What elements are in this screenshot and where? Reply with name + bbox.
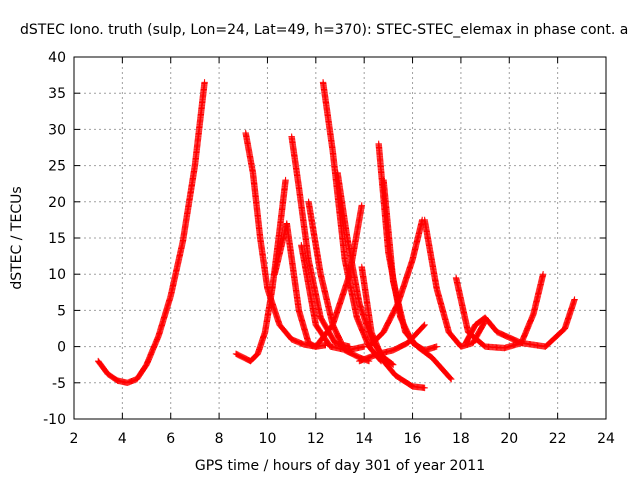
data-point [420,322,428,329]
data-point [433,343,440,350]
x-tick-label: 14 [355,431,373,447]
series-7 [298,242,368,354]
data-point [448,375,455,383]
data-points [94,79,578,392]
data-point [358,202,365,209]
x-ticks: 2 4 6 8 10 12 14 16 18 20 22 24 [70,57,615,447]
y-tick-label: -5 [52,376,66,392]
series-5 [288,133,353,350]
y-axis-label: dSTEC / TECUs [9,186,25,289]
x-axis-label: GPS time / hours of day 301 of year 2011 [195,458,485,474]
y-ticks: -10 -5 0 5 10 15 20 25 30 35 40 [43,50,606,428]
series-4 [271,220,329,350]
x-tick-label: 22 [549,431,567,447]
data-point [571,296,578,303]
x-tick-label: 18 [452,431,470,447]
data-point [539,271,547,278]
x-tick-label: 24 [597,431,615,447]
data-point [447,375,454,382]
y-tick-label: 35 [48,86,66,102]
series-10 [312,202,365,350]
series-18 [462,296,578,350]
data-point [282,176,289,184]
series-14 [365,216,426,350]
data-point [421,384,428,392]
y-tick-label: 30 [48,122,66,138]
x-tick-label: 12 [307,431,325,447]
chart-title: dSTEC Iono. truth (sulp, Lon=24, Lat=49,… [20,22,628,38]
x-tick-label: 2 [70,431,79,447]
y-tick-label: -10 [43,412,66,428]
y-tick-label: 25 [48,159,66,175]
y-tick-label: 5 [57,303,66,319]
data-point [201,79,208,86]
series-8 [319,79,385,365]
x-tick-label: 10 [259,431,277,447]
data-point [421,321,428,329]
series-15 [356,321,428,365]
x-tick-label: 20 [500,431,518,447]
x-tick-label: 6 [166,431,175,447]
y-tick-label: 10 [48,267,66,283]
series-6 [305,198,373,365]
x-tick-label: 16 [404,431,422,447]
y-tick-label: 0 [57,340,66,356]
series-1 [94,79,208,386]
x-tick-label: 8 [215,431,224,447]
y-tick-label: 15 [48,231,66,247]
data-point [390,361,397,368]
x-tick-label: 4 [118,431,127,447]
data-point [389,360,396,368]
y-tick-label: 20 [48,195,66,211]
series-2 [232,176,289,365]
y-tick-label: 40 [48,50,66,66]
